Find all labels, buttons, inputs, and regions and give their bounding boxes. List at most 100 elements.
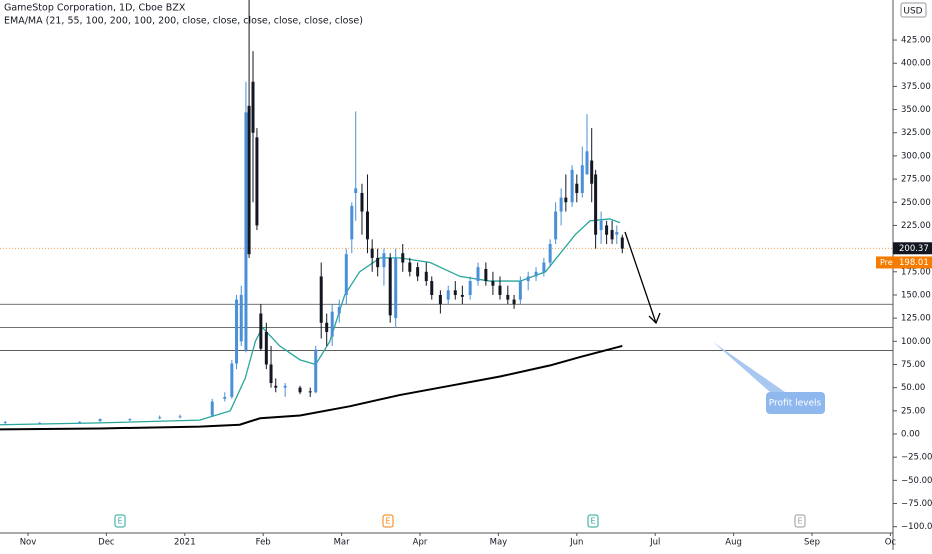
y-tick-label: 325.00	[901, 128, 931, 138]
candle-body	[498, 285, 502, 295]
candle-body	[230, 363, 234, 397]
x-tick-label: Jul	[649, 538, 660, 548]
y-tick-label: 350.00	[901, 105, 931, 115]
y-tick-label: 125.00	[901, 314, 931, 324]
candle-body	[542, 262, 546, 272]
candle-body	[210, 401, 214, 416]
candle-body	[460, 294, 464, 297]
candle-body	[78, 421, 82, 423]
candle-body	[3, 421, 7, 423]
candle-body	[476, 267, 480, 282]
x-tick-label: Nov	[20, 538, 37, 548]
y-tick-label: −50.00	[901, 476, 932, 486]
candle-body	[283, 385, 287, 388]
pre-price-label: 198.01	[899, 258, 929, 268]
y-tick-label: 50.00	[901, 383, 925, 393]
candle-body	[350, 205, 354, 240]
candle-body	[98, 419, 102, 422]
y-tick-label: 250.00	[901, 198, 931, 208]
candle-body	[274, 385, 278, 388]
candle-body	[337, 307, 341, 314]
callout-box	[766, 392, 825, 414]
candle-body	[518, 281, 522, 300]
y-tick-label: 75.00	[901, 360, 925, 370]
indicator-label: EMA/MA (21, 55, 100, 200, 100, 200, clos…	[4, 16, 363, 27]
candle-body	[128, 419, 132, 421]
event-label: E	[798, 517, 803, 526]
x-tick-label: Oc	[885, 538, 897, 548]
x-tick-label: Sep	[804, 538, 820, 548]
candle-body	[298, 387, 302, 393]
candle-body	[264, 332, 268, 365]
candle-body	[158, 417, 162, 419]
candle-body	[38, 422, 42, 424]
y-tick-label: −75.00	[901, 499, 932, 509]
candle-body	[446, 290, 450, 300]
candle-body	[512, 299, 516, 305]
y-tick-label: 425.00	[901, 36, 931, 46]
arrow-head	[648, 312, 661, 325]
event-label: E	[591, 517, 596, 526]
candle-body	[438, 294, 442, 305]
candle-body	[564, 197, 568, 203]
indicator-line	[0, 218, 621, 426]
x-tick-label: 2021	[174, 538, 196, 548]
y-tick-label: 225.00	[901, 221, 931, 231]
candle-body	[526, 276, 530, 282]
candle-body	[534, 271, 538, 277]
candle-body	[453, 290, 457, 295]
pre-price-box	[876, 256, 932, 269]
last-price-box	[893, 242, 932, 255]
x-tick-label: Apr	[413, 538, 428, 548]
candle-body	[388, 257, 392, 316]
candle-body	[251, 81, 255, 133]
event-marker	[794, 514, 806, 528]
y-tick-label: 25.00	[901, 406, 925, 416]
x-tick-label: Jun	[569, 538, 583, 548]
x-tick-label: Mar	[334, 538, 351, 548]
candle-body	[370, 248, 374, 258]
projection-arrow	[624, 231, 657, 324]
candle-body	[468, 281, 472, 295]
event-marker	[587, 514, 599, 528]
candle-body	[244, 112, 248, 351]
candle-body	[615, 231, 619, 235]
y-tick-label: 300.00	[901, 151, 931, 161]
x-tick-label: May	[490, 538, 508, 548]
y-tick-label: 275.00	[901, 175, 931, 185]
chart-title: GameStop Corporation, 1D, Cboe BZX	[4, 3, 186, 14]
candle-body	[605, 225, 609, 235]
last-price-label: 200.37	[899, 244, 929, 254]
y-tick-label: −100.00	[901, 522, 932, 532]
y-tick-label: 400.00	[901, 59, 931, 69]
candle-body	[585, 151, 589, 175]
currency[interactable]: USD	[903, 7, 922, 17]
callout-pointer	[713, 342, 785, 392]
candle-body	[575, 183, 579, 193]
candle-body	[506, 294, 510, 300]
candle-body	[354, 188, 358, 193]
x-tick-label: Aug	[725, 538, 742, 548]
candle-body	[308, 391, 312, 393]
candle-body	[491, 281, 495, 286]
candle-body	[247, 105, 251, 255]
y-tick-label: 375.00	[901, 82, 931, 92]
candle-body	[319, 276, 323, 323]
candle-body	[382, 253, 386, 268]
plot	[0, 0, 893, 431]
currency-box[interactable]	[900, 2, 927, 18]
candle-body	[401, 253, 405, 263]
candle-body	[570, 169, 574, 203]
candle-body	[424, 271, 428, 282]
candle-body	[620, 237, 624, 249]
candle-body	[408, 262, 412, 272]
y-tick-label: 100.00	[901, 337, 931, 347]
candle-body	[484, 269, 488, 282]
y-tick-label: 0.00	[901, 430, 920, 440]
candle-body	[590, 160, 594, 184]
candle-body	[394, 257, 398, 319]
candle-body	[325, 322, 329, 333]
candle-body	[269, 364, 273, 384]
candle-body	[594, 174, 598, 235]
